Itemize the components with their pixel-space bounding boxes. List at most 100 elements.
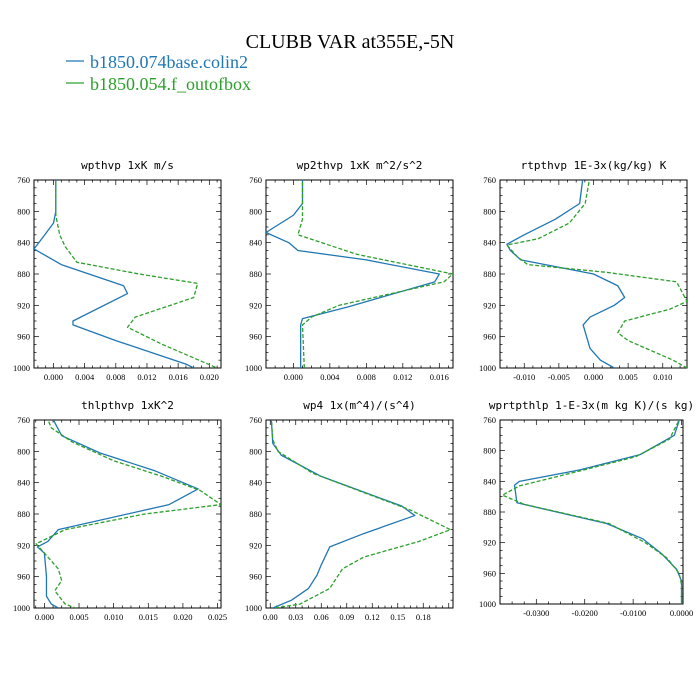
y-tick-label: 920: [249, 300, 262, 310]
y-tick-label: 800: [483, 446, 496, 456]
y-tick-label: 760: [249, 175, 262, 185]
y-tick-label: 1000: [479, 363, 496, 373]
y-tick-label: 840: [17, 478, 30, 488]
y-tick-label: 880: [483, 269, 496, 279]
series-group: [35, 420, 221, 608]
figure-title: CLUBB VAR at355E,-5N: [246, 31, 455, 53]
legend: b1850.074base.colin2 b1850.054.f_outofbo…: [66, 52, 251, 94]
y-tick-label: 960: [483, 568, 496, 578]
x-tick-label: 0.008: [357, 372, 376, 382]
panel-title: thlpthvp 1xK^2: [81, 399, 174, 412]
y-tick-label: 760: [17, 415, 30, 425]
panel-title: wprtpthlp 1-E-3x(m kg K)/(s kg): [489, 399, 694, 412]
x-tick-label: 0.025: [208, 612, 227, 622]
x-tick-label: -0.005: [548, 372, 570, 382]
y-tick-label: 840: [483, 238, 496, 248]
y-tick-label: 920: [249, 540, 262, 550]
series-line-1: [270, 420, 452, 608]
x-tick-label: 0.12: [365, 612, 380, 622]
x-tick-label: 0.000: [284, 372, 303, 382]
panel-2: rtpthvp 1E-3x(kg/kg) K 760 800 840 880 920 960…: [479, 159, 688, 382]
x-tick-label: 0.00: [263, 612, 278, 622]
y-tick-label: 960: [17, 332, 30, 342]
x-tick-label: -0.010: [513, 372, 535, 382]
y-tick-label: 1000: [13, 363, 30, 373]
x-tick-label: 0.09: [339, 612, 354, 622]
panel-title: wpthvp 1xK m/s: [81, 159, 174, 172]
y-tick-label: 920: [483, 538, 496, 548]
y-tick-label: 760: [483, 415, 496, 425]
legend-label-0: b1850.074base.colin2: [90, 52, 248, 72]
y-tick-label: 960: [483, 332, 496, 342]
x-tick-label: 0.010: [104, 612, 123, 622]
x-tick-label: 0.0000: [670, 608, 693, 618]
series-line-1: [35, 420, 221, 608]
series-group: [270, 420, 452, 608]
y-tick-label: 880: [249, 509, 262, 519]
x-tick-label: 0.020: [173, 612, 192, 622]
x-tick-label: 0.000: [35, 612, 54, 622]
panel-1: wp2thvp 1xK m^2/s^2 760 800 840 880 920 960 100…: [245, 159, 454, 382]
y-tick-label: 840: [249, 238, 262, 248]
panel-3: thlpthvp 1xK^2 760 800 840 880 920 960 1000 0.00…: [13, 399, 227, 622]
x-tick-label: 0.005: [69, 612, 88, 622]
y-tick-label: 960: [17, 572, 30, 582]
x-tick-label: 0.000: [584, 372, 603, 382]
x-tick-label: 0.016: [169, 372, 188, 382]
y-tick-label: 880: [17, 509, 30, 519]
y-tick-label: 1000: [245, 603, 262, 613]
y-tick-label: 760: [249, 415, 262, 425]
y-tick-label: 920: [17, 300, 30, 310]
x-tick-label: 0.010: [653, 372, 672, 382]
x-tick-label: 0.06: [314, 612, 329, 622]
y-tick-label: 920: [483, 300, 496, 310]
y-tick-label: 760: [17, 175, 30, 185]
y-tick-label: 1000: [245, 363, 262, 373]
x-tick-label: 0.012: [393, 372, 412, 382]
y-tick-label: 800: [249, 206, 262, 216]
series-line-0: [266, 180, 440, 368]
panel-title: wp4 1x(m^4)/(s^4): [303, 399, 416, 412]
series-group: [506, 180, 687, 368]
x-tick-label: 0.000: [44, 372, 63, 382]
y-tick-label: 1000: [13, 603, 30, 613]
x-tick-label: -0.0300: [523, 608, 549, 618]
y-tick-label: 800: [483, 206, 496, 216]
series-line-0: [36, 420, 199, 608]
y-tick-label: 800: [249, 446, 262, 456]
y-tick-label: 840: [483, 476, 496, 486]
x-tick-label: 0.03: [288, 612, 303, 622]
panel-title: rtpthvp 1E-3x(kg/kg) K: [521, 159, 667, 172]
y-tick-label: 920: [17, 540, 30, 550]
x-tick-label: 0.015: [139, 612, 158, 622]
series-line-0: [506, 180, 626, 368]
x-tick-label: 0.005: [619, 372, 638, 382]
y-tick-label: 960: [249, 572, 262, 582]
x-tick-label: 0.008: [106, 372, 125, 382]
y-tick-label: 800: [17, 446, 30, 456]
y-tick-label: 840: [17, 238, 30, 248]
y-tick-label: 880: [483, 507, 496, 517]
x-tick-label: 0.012: [137, 372, 156, 382]
x-tick-label: -0.0100: [620, 608, 646, 618]
y-tick-label: 1000: [479, 599, 496, 609]
series-line-1: [297, 180, 453, 368]
x-tick-label: 0.18: [416, 612, 431, 622]
y-tick-label: 880: [249, 269, 262, 279]
series-line-0: [34, 180, 195, 368]
y-tick-label: 840: [249, 478, 262, 488]
x-tick-label: 0.15: [390, 612, 405, 622]
y-tick-label: 880: [17, 269, 30, 279]
panel-5: wprtpthlp 1-E-3x(m kg K)/(s kg) 760 800 840…: [479, 399, 694, 618]
series-group: [501, 420, 683, 604]
panel-4: wp4 1x(m^4)/(s^4)76080084088092096010000…: [245, 399, 454, 622]
x-tick-label: 0.020: [200, 372, 219, 382]
panels: wpthvp 1xK m/s76080084088092096010000.00…: [13, 159, 694, 622]
legend-label-1: b1850.054.f_outofbox: [90, 74, 251, 94]
panel-0: wpthvp 1xK m/s 760 800 840 880 920 960 1000 0.00…: [13, 159, 222, 382]
x-tick-label: -0.0200: [572, 608, 598, 618]
series-line-0: [270, 420, 416, 608]
y-tick-label: 760: [483, 175, 496, 185]
series-group: [34, 180, 218, 368]
